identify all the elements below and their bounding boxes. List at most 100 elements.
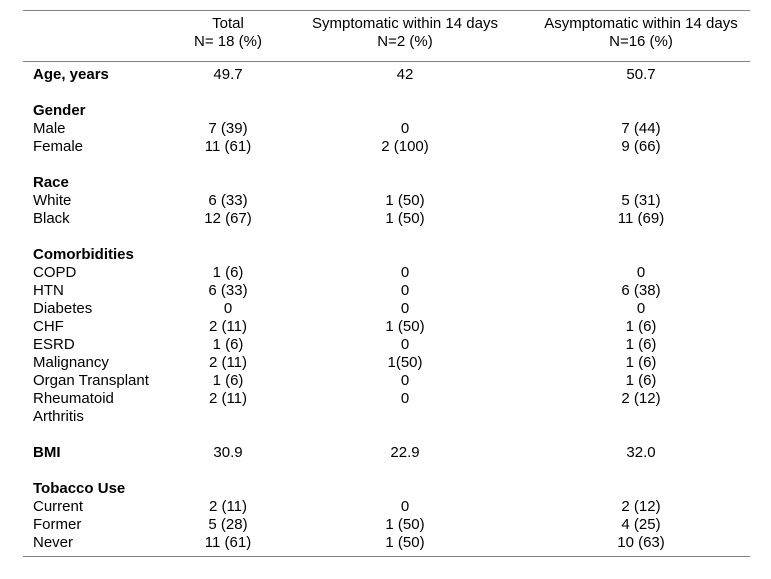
row-value: 1 (50): [385, 210, 425, 227]
row-value: 42: [396, 66, 414, 83]
row-value: 5 (31): [621, 192, 661, 209]
row-value: [278, 246, 532, 264]
row-value: 2 (100): [381, 138, 429, 155]
table-row: Female 11 (61) 2 (100) 9 (66): [23, 138, 750, 156]
row-value: [532, 480, 750, 498]
header-symptomatic: Symptomatic within 14 days N=2 (%): [278, 15, 532, 51]
row-label: Black: [33, 210, 70, 227]
header-total-title: Total: [212, 15, 244, 32]
section-label: Tobacco Use: [33, 480, 126, 497]
header-asymptomatic-n: N=16 (%): [609, 33, 673, 50]
section-label: Comorbidities: [33, 246, 134, 263]
row-value: [532, 102, 750, 120]
table-row: HTN 6 (33) 0 6 (38): [23, 282, 750, 300]
row-value: 49.7: [213, 66, 243, 83]
row-value: 32.0: [626, 444, 656, 461]
row-value: 9 (66): [621, 138, 661, 155]
row-value: [532, 246, 750, 264]
row-value: 1 (50): [385, 318, 425, 335]
row-label: Former: [33, 516, 82, 533]
table-row: Rheumatoid Arthritis 2 (11) 0 2 (12): [23, 390, 750, 426]
spacer-row: [23, 462, 750, 480]
row-label: Male: [33, 120, 66, 137]
row-value: 1 (6): [212, 264, 244, 281]
row-value: [178, 480, 278, 498]
row-label: HTN: [33, 282, 64, 299]
row-value: [178, 102, 278, 120]
row-value: 0: [400, 120, 410, 137]
row-value: [178, 246, 278, 264]
row-value: 0: [400, 336, 410, 353]
row-value: 5 (28): [208, 516, 248, 533]
table-row: ESRD 1 (6) 0 1 (6): [23, 336, 750, 354]
row-value: 2 (11): [208, 354, 248, 371]
row-value: 1 (6): [212, 372, 244, 389]
table-row: CHF 2 (11) 1 (50) 1 (6): [23, 318, 750, 336]
table-row: BMI 30.9 22.9 32.0: [23, 444, 750, 462]
row-label: Never: [33, 534, 74, 551]
row-label: Diabetes: [33, 300, 93, 317]
row-value: 2 (12): [621, 498, 661, 515]
row-label: Current: [33, 498, 84, 515]
row-value: 12 (67): [204, 210, 252, 227]
table-row: Former 5 (28) 1 (50) 4 (25): [23, 516, 750, 534]
table-row: COPD 1 (6) 0 0: [23, 264, 750, 282]
header-total-n: N= 18 (%): [194, 33, 262, 50]
table-body: Age, years 49.7 42 50.7 Gender Male 7 (39) 0 7 (…: [23, 62, 750, 557]
row-value: 6 (38): [621, 282, 661, 299]
section-label: Gender: [33, 102, 86, 119]
table-row: Current 2 (11) 0 2 (12): [23, 498, 750, 516]
row-value: 0: [400, 264, 410, 281]
header-asymptomatic: Asymptomatic within 14 days N=16 (%): [532, 15, 750, 51]
row-value: 2 (11): [208, 318, 248, 335]
row-label: Age, years: [33, 66, 109, 83]
row-value: 1 (50): [385, 534, 425, 551]
row-value: [532, 174, 750, 192]
row-value: 0: [636, 264, 646, 281]
row-value: 1 (6): [625, 354, 657, 371]
row-value: 0: [400, 300, 410, 317]
row-value: 0: [400, 390, 410, 407]
row-value: 7 (44): [621, 120, 661, 137]
row-label: Female: [33, 138, 84, 155]
demographics-table: Total N= 18 (%) Symptomatic within 14 da…: [23, 10, 750, 557]
row-label: Malignancy: [33, 354, 109, 371]
row-value: 22.9: [390, 444, 420, 461]
row-label: CHF: [33, 318, 64, 335]
table-row: Age, years 49.7 42 50.7: [23, 66, 750, 84]
table-row: Organ Transplant 1 (6) 0 1 (6): [23, 372, 750, 390]
spacer-row: [23, 156, 750, 174]
row-value: 2 (11): [208, 498, 248, 515]
row-value: 1 (6): [212, 336, 244, 353]
row-value: 1 (6): [625, 336, 657, 353]
section-row: Tobacco Use: [23, 480, 750, 498]
table-row: Black 12 (67) 1 (50) 11 (69): [23, 210, 750, 228]
row-value: 1(50): [387, 354, 423, 371]
row-value: 10 (63): [617, 534, 665, 551]
row-value: 0: [636, 300, 646, 317]
spacer-row: [23, 228, 750, 246]
row-value: 7 (39): [208, 120, 248, 137]
row-value: 0: [223, 300, 233, 317]
row-value: 0: [400, 372, 410, 389]
row-value: 50.7: [626, 66, 656, 83]
section-label: Race: [33, 174, 69, 191]
row-value: 1 (6): [625, 318, 657, 335]
row-label: Rheumatoid Arthritis: [33, 390, 114, 425]
row-value: 11 (61): [204, 534, 252, 551]
table-row: Never 11 (61) 1 (50) 10 (63): [23, 534, 750, 552]
table-row: Malignancy 2 (11) 1(50) 1 (6): [23, 354, 750, 372]
row-value: 0: [400, 498, 410, 515]
header-empty-cell: [23, 15, 178, 51]
row-value: 1 (50): [385, 192, 425, 209]
spacer-row: [23, 84, 750, 102]
spacer-row: [23, 426, 750, 444]
row-value: [178, 174, 278, 192]
row-value: [278, 174, 532, 192]
row-value: [278, 102, 532, 120]
row-value: 0: [400, 282, 410, 299]
table-row: White 6 (33) 1 (50) 5 (31): [23, 192, 750, 210]
row-value: 11 (69): [617, 210, 665, 227]
table-row: Diabetes 0 0 0: [23, 300, 750, 318]
row-label: BMI: [33, 444, 61, 461]
